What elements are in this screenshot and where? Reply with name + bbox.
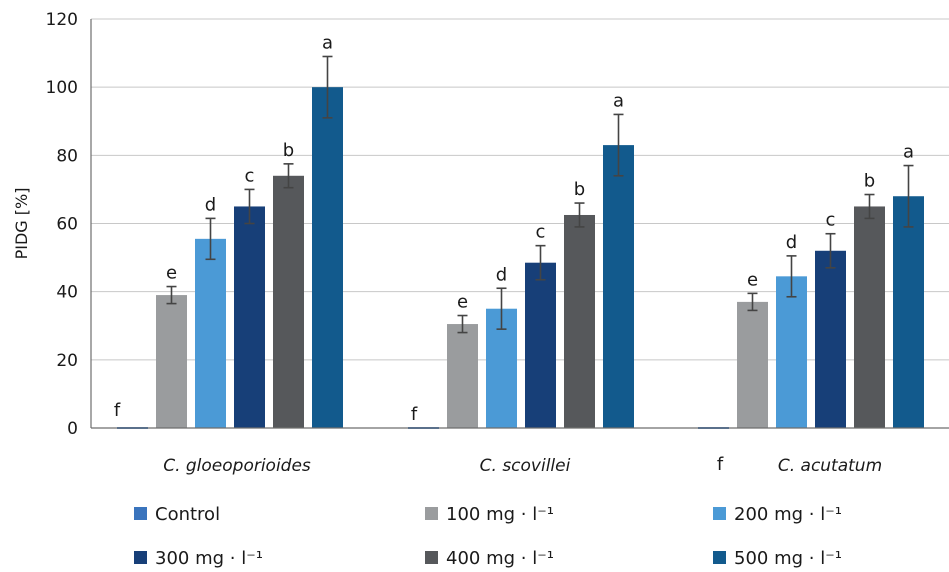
axes: [90, 19, 949, 429]
significance-letter: c: [536, 222, 546, 243]
y-tick-label: 40: [56, 283, 78, 303]
y-tick-label: 80: [56, 146, 78, 166]
significance-letter: a: [322, 32, 333, 53]
significance-letters: f e d c b a f e d c b a f e d c b a: [114, 32, 914, 475]
significance-letter: e: [747, 269, 758, 290]
legend-entry: 300 mg · l⁻¹: [155, 548, 263, 569]
significance-letter: e: [457, 292, 468, 313]
significance-letter: f: [114, 400, 121, 421]
y-tick-label: 100: [46, 78, 78, 98]
bar: [854, 206, 885, 428]
bar: [447, 324, 478, 428]
y-tick-label: 20: [56, 351, 78, 371]
y-axis-label: PIDG [%]: [12, 188, 31, 260]
legend-entry: 200 mg · l⁻¹: [734, 504, 842, 525]
bar: [737, 301, 768, 428]
y-axis-ticks: 0 20 40 60 80 100 120: [46, 10, 78, 439]
bar: [312, 87, 343, 429]
y-tick-label: 60: [56, 215, 78, 235]
legend-swatch: [425, 507, 438, 520]
significance-letter: e: [166, 263, 177, 284]
legend-swatch: [713, 551, 726, 564]
significance-letter: a: [613, 90, 624, 111]
category-label: C. acutatum: [778, 456, 882, 476]
bar: [273, 175, 304, 428]
category-label: C. gloeoporioides: [163, 456, 311, 476]
significance-letter: f: [411, 404, 418, 425]
y-tick-label: 120: [46, 10, 78, 30]
legend: Control 100 mg · l⁻¹ 200 mg · l⁻¹ 300 mg · …: [134, 504, 842, 569]
legend-entry: 400 mg · l⁻¹: [446, 548, 554, 569]
significance-letter: d: [496, 264, 507, 285]
significance-letter: b: [574, 179, 585, 200]
bar: [195, 238, 226, 428]
bar: [815, 250, 846, 428]
legend-entry: 500 mg · l⁻¹: [734, 548, 842, 569]
error-bars: [166, 55, 914, 334]
significance-letter: c: [826, 210, 836, 231]
significance-letter: f: [717, 454, 724, 475]
significance-letter: c: [245, 165, 255, 186]
bars: [117, 87, 924, 429]
bar: [776, 276, 807, 428]
bar: [893, 196, 924, 428]
bar: [525, 262, 556, 428]
significance-letter: b: [864, 171, 875, 192]
bar: [234, 206, 265, 428]
significance-letter: d: [786, 232, 797, 253]
significance-letter: a: [903, 142, 914, 163]
category-labels: C. gloeoporioides C. scovillei C. acutatum: [163, 456, 882, 476]
legend-swatch: [713, 507, 726, 520]
legend-entry: Control: [155, 504, 220, 525]
bar: [603, 145, 634, 428]
legend-swatch: [425, 551, 438, 564]
significance-letter: d: [205, 194, 216, 215]
category-label: C. scovillei: [480, 456, 571, 476]
significance-letter: b: [283, 140, 294, 161]
legend-swatch: [134, 551, 147, 564]
y-tick-label: 0: [67, 419, 78, 439]
legend-entry: 100 mg · l⁻¹: [446, 504, 554, 525]
legend-swatch: [134, 507, 147, 520]
bar: [564, 214, 595, 428]
bar: [156, 295, 187, 428]
